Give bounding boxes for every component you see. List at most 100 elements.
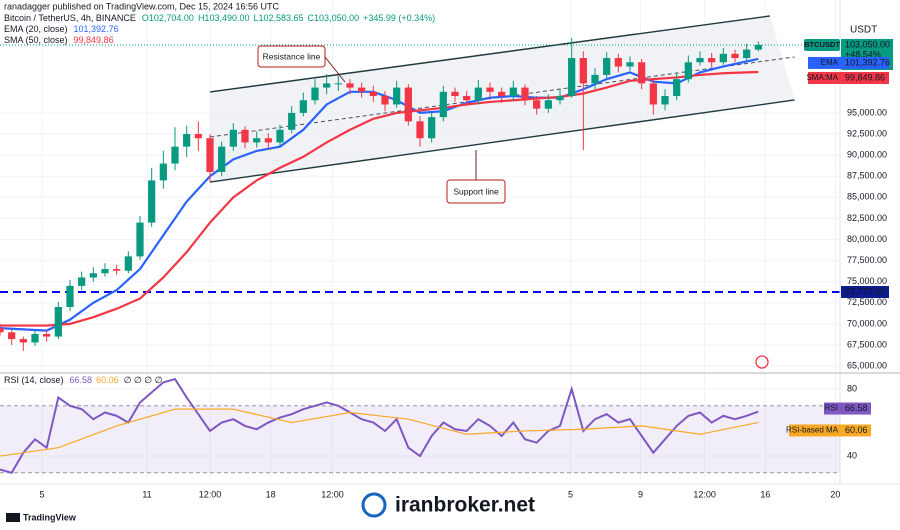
y-tick-label: 90,000.00 bbox=[847, 149, 887, 159]
overlay-tag bbox=[841, 56, 889, 69]
overlay-tag bbox=[841, 71, 889, 84]
candle-body bbox=[241, 129, 249, 143]
y-tick-label: 80,000.00 bbox=[847, 234, 887, 244]
rsi-band bbox=[0, 405, 840, 473]
candle-body bbox=[474, 87, 482, 101]
candle-body bbox=[521, 87, 529, 101]
ohlc-legend: Bitcoin / TetherUS, 4h, BINANCE O102,704.… bbox=[4, 13, 435, 23]
x-tick-label: 20 bbox=[830, 489, 840, 499]
close: C103,050.00 bbox=[308, 13, 360, 23]
candle-body bbox=[334, 83, 342, 85]
x-tick-label: 5 bbox=[39, 489, 44, 499]
candle-body bbox=[649, 83, 657, 105]
y-tick-label: 67,500.00 bbox=[847, 339, 887, 349]
candle-body bbox=[253, 138, 261, 143]
candle-body bbox=[148, 180, 156, 223]
y-tick-label: 82,500.00 bbox=[847, 213, 887, 223]
candle-body bbox=[416, 121, 424, 139]
y-tick-label: 85,000.00 bbox=[847, 192, 887, 202]
candle-body bbox=[66, 285, 74, 308]
candle-body bbox=[101, 269, 109, 274]
candle-body bbox=[591, 74, 599, 84]
rsi-tag-name: RSI bbox=[825, 404, 838, 413]
symbol-tag-label: BTCUSDT bbox=[804, 40, 840, 49]
brand-logo bbox=[6, 513, 20, 522]
candle-body bbox=[346, 83, 354, 88]
overlay-tag-value: 101,392.76 bbox=[845, 57, 890, 67]
candle-body bbox=[276, 129, 284, 143]
candle-body bbox=[719, 53, 727, 63]
ema-value: 101,392.76 bbox=[74, 24, 119, 34]
rsi-icons: ∅ ∅ ∅ ∅ bbox=[124, 375, 163, 385]
candle-body bbox=[439, 91, 447, 118]
candle-body bbox=[0, 328, 4, 333]
rsi-title: RSI (14, close) bbox=[4, 375, 64, 385]
candle-body bbox=[159, 163, 167, 181]
low: L102,583.65 bbox=[253, 13, 303, 23]
candle-body bbox=[229, 129, 237, 147]
candle-body bbox=[288, 112, 296, 130]
candle-body bbox=[323, 83, 331, 88]
y-tick-label: 40 bbox=[847, 450, 857, 460]
moving-average-line bbox=[0, 70, 759, 327]
candle-body bbox=[299, 100, 307, 113]
channel-fill bbox=[210, 15, 795, 183]
x-tick-label: 5 bbox=[568, 489, 573, 499]
candle-body bbox=[124, 256, 132, 271]
candle-body bbox=[708, 58, 716, 63]
candle-body bbox=[19, 339, 27, 343]
rsi-line bbox=[0, 408, 759, 457]
candle-body bbox=[614, 58, 622, 67]
candle-body bbox=[381, 96, 389, 105]
candle-body bbox=[264, 138, 272, 143]
candle-body bbox=[393, 87, 401, 105]
alert-icon[interactable] bbox=[755, 355, 769, 369]
ema-name: EMA (20, close) bbox=[4, 24, 68, 34]
currency: USDT bbox=[850, 25, 877, 36]
sma-legend: SMA (50, close) 99,849.86 bbox=[4, 35, 114, 45]
candle-body bbox=[638, 62, 646, 84]
rsi-line bbox=[0, 377, 759, 474]
change: +345.99 (+0.34%) bbox=[363, 13, 435, 23]
candle-body bbox=[626, 62, 634, 67]
y-tick-label: 92,500.00 bbox=[847, 128, 887, 138]
candle-body bbox=[486, 87, 494, 92]
candle-body bbox=[89, 273, 97, 278]
rsi-tag-name: RSI-based MA bbox=[786, 426, 839, 435]
x-tick-label: 12:00 bbox=[321, 489, 344, 499]
y-tick-label: 95,000.00 bbox=[847, 107, 887, 117]
y-tick-label: 80 bbox=[847, 383, 857, 393]
price-tag bbox=[841, 286, 889, 299]
overlay-tag bbox=[808, 56, 841, 69]
overlay-tag-name: SMA:MA bbox=[806, 73, 838, 82]
candle-body bbox=[673, 79, 681, 97]
x-tick-label: 9 bbox=[638, 489, 643, 499]
callout-pointer bbox=[324, 56, 346, 83]
overlay-tag bbox=[808, 71, 841, 84]
candle-body bbox=[498, 91, 506, 97]
candle-body bbox=[428, 117, 436, 139]
y-tick-label: 77,500.00 bbox=[847, 255, 887, 265]
candle-body bbox=[31, 334, 39, 343]
symbol-tag bbox=[804, 38, 840, 51]
candle-body bbox=[556, 96, 564, 101]
resistance-callout: Resistance line bbox=[257, 45, 346, 83]
watermark-logo bbox=[361, 492, 387, 518]
candle-body bbox=[568, 58, 576, 97]
brand-text: TradingView bbox=[23, 512, 77, 522]
rsi-tag bbox=[824, 402, 841, 415]
overlay-tag-name: EMA bbox=[821, 58, 839, 67]
candle-body bbox=[369, 91, 377, 97]
candle-body bbox=[544, 100, 552, 109]
candle-body bbox=[579, 58, 587, 84]
brand[interactable]: TradingView bbox=[6, 512, 77, 522]
candle-body bbox=[661, 96, 669, 105]
x-tick-label: 11 bbox=[142, 489, 151, 499]
candle-body bbox=[358, 87, 366, 92]
rsi-tag bbox=[841, 402, 871, 415]
y-tick-label: 72,500.00 bbox=[847, 297, 887, 307]
rsi-tag-value: 60.06 bbox=[845, 425, 868, 435]
watermark: iranbroker.net bbox=[352, 486, 548, 524]
candle-body bbox=[451, 91, 459, 97]
candle-body bbox=[311, 87, 319, 101]
